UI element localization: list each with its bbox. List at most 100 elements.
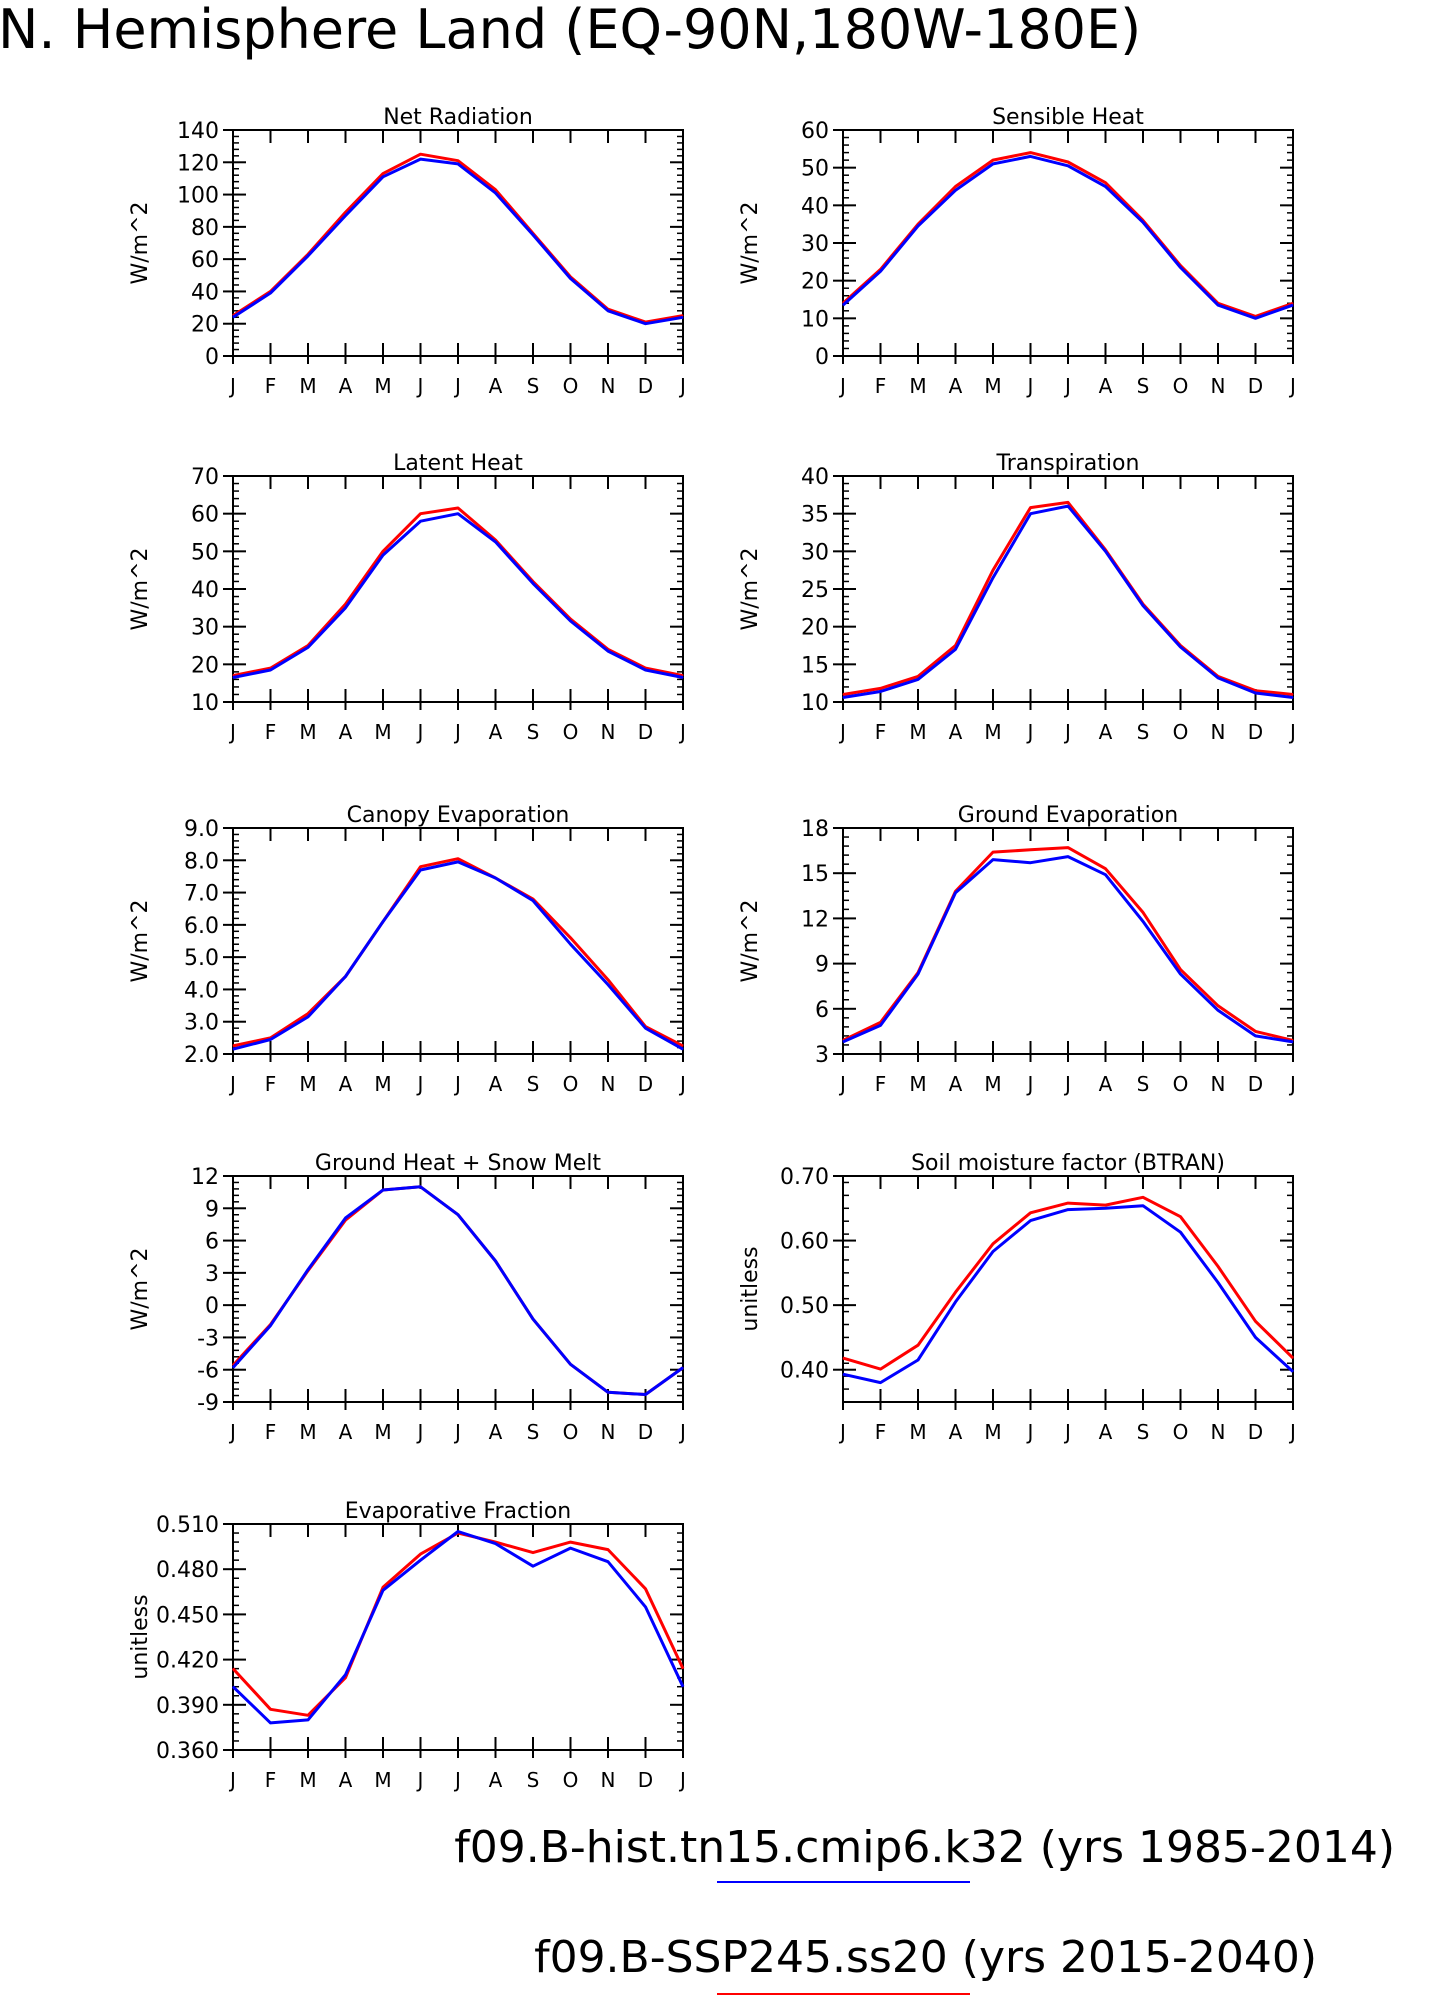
data-point: [495, 877, 496, 879]
x-tick-label: J: [416, 1072, 424, 1096]
data-point: [645, 1393, 646, 1395]
data-point: [495, 189, 496, 191]
data-point: [345, 211, 346, 213]
y-tick-label: 20: [801, 616, 829, 641]
x-tick-label: J: [453, 1768, 461, 1792]
data-point: [1105, 182, 1106, 184]
x-tick-label: J: [453, 720, 461, 744]
data-point: [270, 1038, 271, 1040]
x-tick-label: J: [416, 1768, 424, 1792]
x-tick-label: J: [678, 1420, 686, 1444]
y-tick-label: 40: [191, 280, 219, 305]
y-tick-label: 10: [801, 691, 829, 716]
x-tick-label: N: [1211, 720, 1226, 744]
y-tick-label: 60: [191, 248, 219, 273]
panel-8: Soil moisture factor (BTRAN) unitless 0.40…: [738, 1151, 1296, 1444]
data-point: [1030, 1220, 1031, 1222]
x-tick-label: O: [1173, 720, 1189, 744]
x-tick-label: J: [453, 1420, 461, 1444]
data-point: [420, 513, 421, 515]
x-tick-label: N: [601, 374, 616, 398]
data-point: [1030, 1212, 1031, 1214]
plot-frame: [842, 475, 1294, 703]
data-point: [307, 1719, 309, 1721]
y-tick-label: 0: [205, 345, 219, 370]
x-tick-label: J: [228, 1072, 236, 1096]
panel-title: Canopy Evaporation: [347, 803, 570, 828]
data-point: [1292, 1357, 1294, 1359]
legend-label-ssp: f09.B-SSP245.ss20 (yrs 2015-2040): [534, 1932, 1317, 1983]
x-tick-label: D: [1248, 374, 1263, 398]
data-point: [495, 1543, 496, 1545]
x-tick-label: O: [1173, 1420, 1189, 1444]
y-tick-label: 9: [815, 953, 829, 978]
data-point: [270, 1722, 271, 1724]
y-tick-label: 9: [205, 1197, 219, 1222]
y-tick-label: 3: [815, 1043, 829, 1068]
series-line-hist: [232, 157, 684, 326]
data-point: [682, 1045, 684, 1047]
data-point: [1067, 505, 1069, 507]
data-point: [232, 1045, 234, 1047]
data-point: [842, 1373, 844, 1375]
data-point: [1217, 1265, 1219, 1267]
y-tick-label: 30: [801, 540, 829, 565]
x-tick-label: F: [265, 1420, 277, 1444]
figure-title: N. Hemisphere Land (EQ-90N,180W-180E): [0, 0, 1141, 61]
x-tick-label: M: [909, 720, 926, 744]
x-tick-label: J: [1026, 1420, 1034, 1444]
x-tick-label: D: [638, 1768, 653, 1792]
x-tick-label: S: [1137, 720, 1150, 744]
x-tick-label: F: [875, 1420, 887, 1444]
data-point: [842, 693, 844, 695]
data-point: [1142, 911, 1144, 913]
data-point: [1217, 1009, 1219, 1011]
x-tick-label: J: [1288, 720, 1296, 744]
data-point: [955, 1291, 956, 1293]
x-tick-label: M: [984, 1420, 1001, 1444]
data-point: [955, 648, 956, 650]
y-tick-label: 50: [191, 540, 219, 565]
y-tick-label: 0.60: [780, 1230, 829, 1255]
data-point: [1180, 969, 1181, 971]
data-point: [570, 1541, 571, 1543]
y-tick-label: 0: [815, 345, 829, 370]
data-point: [607, 1561, 609, 1563]
x-tick-label: J: [228, 374, 236, 398]
data-point: [880, 690, 881, 692]
x-tick-label: M: [299, 374, 316, 398]
x-tick-label: J: [1063, 1072, 1071, 1096]
y-tick-label: 60: [801, 119, 829, 144]
data-point: [682, 316, 684, 318]
x-tick-label: A: [1099, 374, 1113, 398]
y-tick-label: -3: [197, 1326, 219, 1351]
data-point: [232, 1048, 234, 1050]
data-point: [232, 316, 234, 318]
y-tick-label: 20: [191, 313, 219, 338]
y-tick-label: 40: [801, 465, 829, 490]
x-tick-label: A: [1099, 1072, 1113, 1096]
y-axis-label: W/m^2: [128, 547, 153, 630]
x-tick-label: M: [984, 720, 1001, 744]
data-point: [495, 541, 496, 543]
data-point: [917, 1359, 919, 1361]
panel-title: Latent Heat: [393, 451, 523, 476]
plot-frame: [842, 129, 1294, 357]
y-tick-label: 18: [801, 817, 829, 842]
x-tick-label: F: [875, 720, 887, 744]
data-point: [232, 1686, 234, 1688]
data-point: [880, 687, 881, 689]
x-tick-label: M: [374, 1072, 391, 1096]
data-point: [232, 1668, 234, 1670]
y-tick-label: 30: [191, 616, 219, 641]
data-point: [457, 861, 459, 863]
data-point: [1180, 1216, 1181, 1218]
x-tick-label: O: [563, 374, 579, 398]
x-tick-label: J: [838, 1420, 846, 1444]
data-point: [992, 163, 994, 165]
data-point: [955, 892, 956, 894]
data-point: [1180, 1231, 1181, 1233]
data-point: [495, 192, 496, 194]
